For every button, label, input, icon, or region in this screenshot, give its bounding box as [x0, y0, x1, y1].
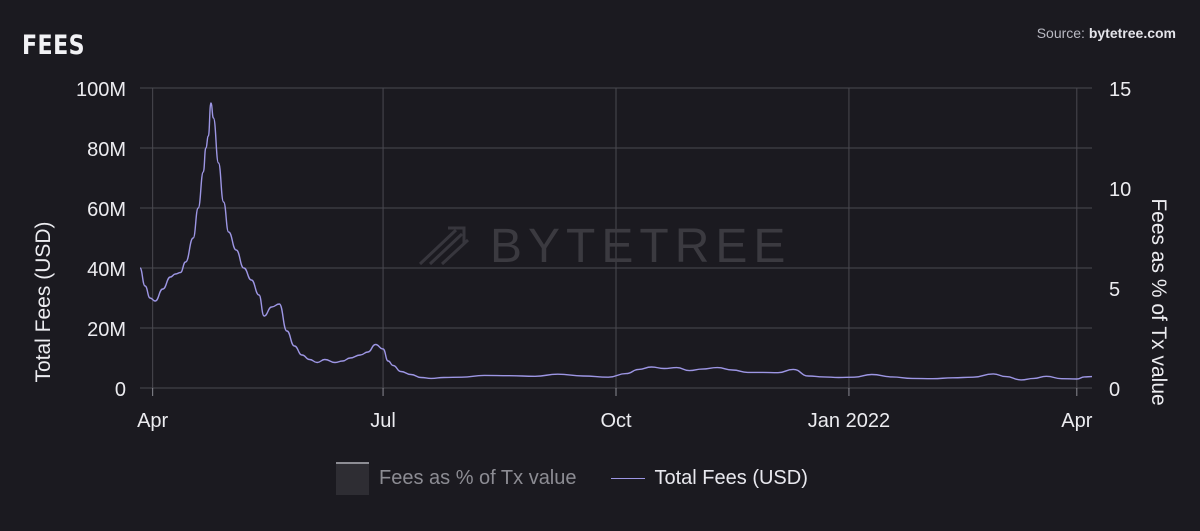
- y-tick-label: 100M: [76, 79, 126, 101]
- legend-label-total-fees: Total Fees (USD): [654, 467, 808, 489]
- x-tick-label: Apr: [137, 410, 168, 432]
- y-tick-label: 60M: [87, 199, 126, 221]
- legend-swatch-total-fees: [610, 478, 645, 479]
- x-tick-label: Jul: [370, 410, 396, 432]
- y2-tick-label: 10: [1109, 179, 1131, 201]
- y-tick-label: 40M: [87, 259, 126, 281]
- source-attribution[interactable]: Source: bytetree.com: [1037, 25, 1176, 41]
- y-axis-left: 0 20M 40M 60M 80M 100M: [76, 79, 126, 401]
- legend-item-total-fees[interactable]: Total Fees (USD): [577, 467, 808, 490]
- y-axis-label-right: Fees as % of Tx value: [1147, 198, 1170, 405]
- x-axis: Apr Jul Oct Jan 2022 Apr: [137, 388, 1093, 432]
- x-tick-label: Jan 2022: [808, 410, 890, 432]
- x-tick-label: Apr: [1061, 410, 1092, 432]
- y-axis-right: 0 5 10 15: [1109, 79, 1131, 401]
- legend-item-fees-pct[interactable]: Fees as % of Tx value: [336, 462, 577, 495]
- source-label: Source:: [1036, 25, 1089, 41]
- grid-lines: [140, 87, 1092, 389]
- y-tick-label: 20M: [87, 319, 126, 341]
- legend: Fees as % of Tx value Total Fees (USD): [336, 462, 808, 495]
- chart-title: FEES: [22, 30, 85, 61]
- y2-tick-label: 5: [1109, 279, 1120, 301]
- legend-swatch-fees-pct: [336, 462, 369, 495]
- y2-tick-label: 0: [1109, 379, 1120, 401]
- legend-label-fees-pct: Fees as % of Tx value: [379, 467, 577, 489]
- y-tick-label: 0: [115, 379, 126, 401]
- y2-tick-label: 15: [1109, 79, 1131, 101]
- x-tick-label: Oct: [600, 410, 632, 432]
- watermark-logo: [418, 226, 470, 266]
- watermark-text: BYTETREE: [490, 220, 791, 273]
- y-axis-label-left: Total Fees (USD): [32, 221, 55, 382]
- series-line-total-fees: [139, 102, 1093, 381]
- source-link[interactable]: bytetree.com: [1088, 25, 1176, 41]
- y-tick-label: 80M: [87, 139, 126, 161]
- watermark-arrow-icon: [418, 226, 470, 266]
